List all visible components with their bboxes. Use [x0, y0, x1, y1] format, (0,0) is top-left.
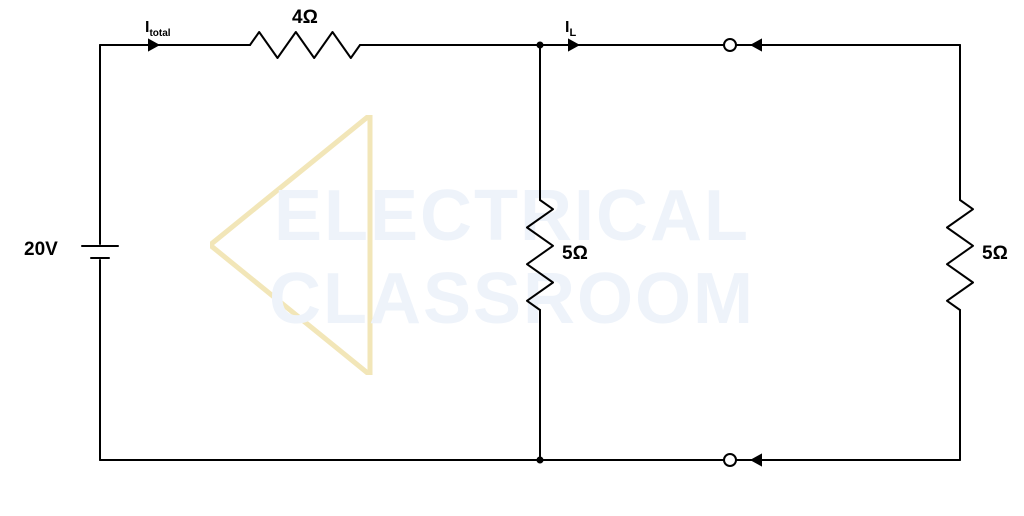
current-il-label: IL — [565, 19, 576, 39]
current-il-sub: L — [569, 27, 576, 39]
current-itotal-label: Itotal — [145, 19, 171, 39]
resistor-r1-label: 4Ω — [292, 7, 318, 29]
voltage-source-label: 20V — [24, 239, 58, 261]
circuit-schematic — [0, 0, 1024, 516]
resistor-r2-label: 5Ω — [562, 243, 588, 265]
current-itotal-sub: total — [149, 28, 170, 39]
resistor-r3-label: 5Ω — [982, 243, 1008, 265]
